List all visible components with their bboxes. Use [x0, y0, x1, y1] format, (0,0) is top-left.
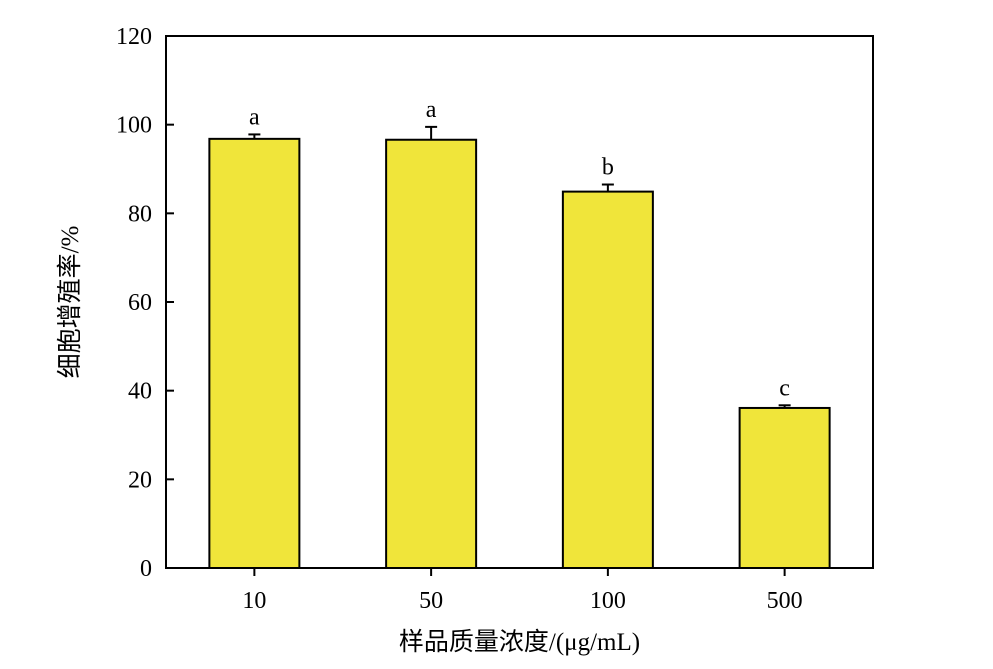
error-bar-10 [248, 133, 261, 139]
significance-label-10: a [249, 104, 260, 130]
error-bar-50 [425, 125, 438, 140]
bar-10 [208, 137, 301, 569]
x-axis: 10 50 100 500 [242, 568, 803, 614]
significance-label-100: b [602, 155, 614, 181]
y-tick-label-100: 100 [116, 113, 152, 139]
significance-labels: a a b c [249, 97, 790, 401]
bar-100 [561, 190, 654, 570]
y-tick-label-0: 0 [140, 556, 152, 582]
x-axis-title: 样品质量浓度/(μg/mL) [399, 628, 640, 656]
x-tick-label-100: 100 [590, 588, 626, 614]
significance-label-500: c [779, 375, 790, 401]
error-bars-layer [248, 125, 791, 408]
bar-500 [738, 406, 831, 569]
error-bar-100 [601, 183, 614, 192]
x-tick-label-500: 500 [767, 588, 803, 614]
bars-layer [208, 137, 831, 570]
y-tick-label-60: 60 [128, 290, 152, 316]
y-tick-label-40: 40 [128, 379, 152, 405]
y-axis: 0 20 40 60 80 100 120 [116, 24, 174, 582]
y-tick-label-120: 120 [116, 24, 152, 50]
y-axis-title: 细胞增殖率/% [56, 226, 84, 379]
error-bar-500 [778, 404, 791, 408]
y-tick-label-80: 80 [128, 201, 152, 227]
y-tick-label-20: 20 [128, 467, 152, 493]
x-tick-label-50: 50 [419, 588, 443, 614]
x-tick-label-10: 10 [242, 588, 266, 614]
significance-label-50: a [426, 97, 437, 123]
bar-50 [385, 138, 478, 570]
